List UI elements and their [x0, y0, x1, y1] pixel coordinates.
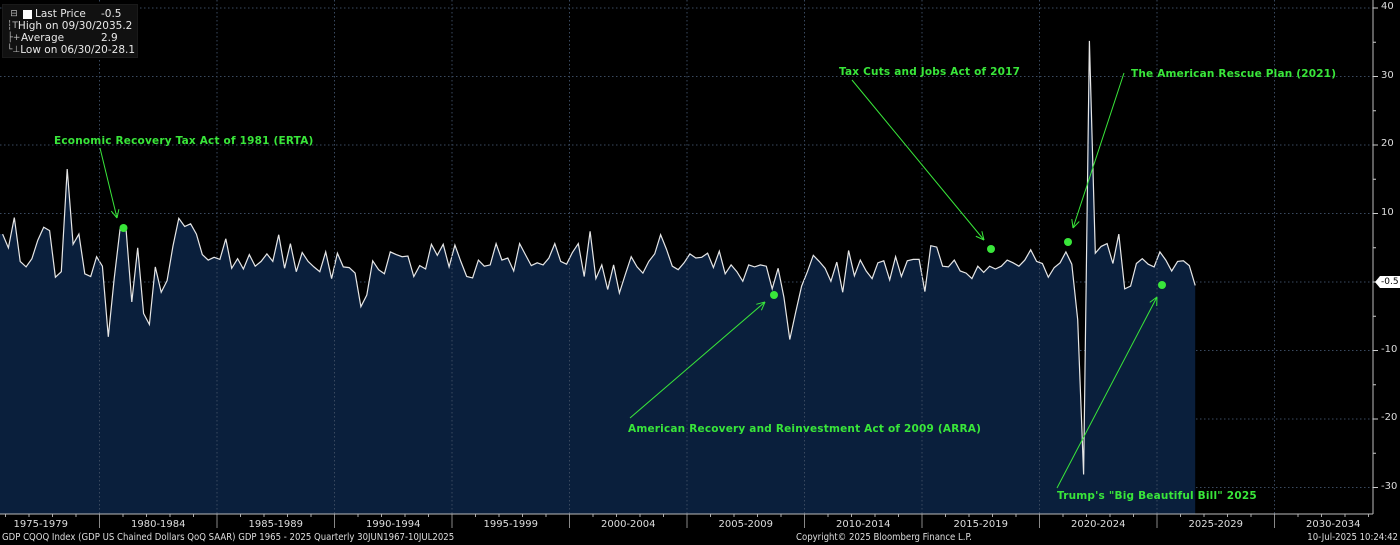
legend-label: High on 09/30/20 — [17, 19, 109, 32]
y-tick-label: 40 — [1381, 1, 1394, 12]
annotation-label: The American Rescue Plan (2021) — [1131, 68, 1337, 80]
x-tick-label: 1980-1984 — [130, 519, 186, 530]
legend-label: Average — [21, 31, 65, 44]
y-tick-label: -20 — [1381, 412, 1398, 423]
legend-item-high: ┆T High on 09/30/20 35.2 — [7, 20, 133, 32]
gdp-area-fill — [0, 40, 1196, 515]
last-price-badge: -0.5 — [1375, 276, 1400, 288]
x-tick-label: 1985-1989 — [248, 519, 304, 530]
annotation-label: Tax Cuts and Jobs Act of 2017 — [839, 66, 1021, 78]
footer-copyright: Copyright© 2025 Bloomberg Finance L.P. — [796, 532, 972, 543]
annotation-label: Economic Recovery Tax Act of 1981 (ERTA) — [54, 135, 314, 147]
annotation-label: American Recovery and Reinvestment Act o… — [628, 423, 982, 435]
legend-item-low: └⊥ Low on 06/30/20 -28.1 — [7, 43, 136, 56]
x-tick-label: 2030-2034 — [1305, 519, 1361, 530]
legend-item-average: ├+ Average 2.9 — [7, 32, 133, 44]
vertical-gridlines — [5, 0, 1369, 528]
legend-value: 2.9 — [101, 31, 118, 44]
legend-value: -28.1 — [107, 43, 136, 56]
x-tick-label: 1975-1979 — [13, 519, 69, 530]
x-tick-label: 2010-2014 — [835, 519, 891, 530]
legend: ⊟ Last Price -0.5 ┆T High on 09/30/20 35… — [2, 4, 138, 58]
x-tick-label: 2025-2029 — [1188, 519, 1244, 530]
y-tick-label: -30 — [1381, 480, 1398, 492]
y-tick-label: -10 — [1381, 343, 1398, 355]
legend-value: -0.5 — [101, 7, 122, 20]
footer: GDP CQOQ Index (GDP US Chained Dollars Q… — [0, 530, 1400, 545]
x-tick-label: 1995-1999 — [483, 519, 539, 530]
legend-label: Low on 06/30/20 — [20, 43, 108, 56]
y-tick-label: 10 — [1381, 206, 1394, 218]
average-marker-icon: ├+ — [7, 32, 21, 43]
x-tick-label: 2000-2004 — [600, 519, 656, 530]
gdp-line — [2, 40, 1196, 475]
legend-item-last-price[interactable]: ⊟ Last Price -0.5 — [7, 8, 133, 20]
y-tick-label: 30 — [1381, 69, 1394, 81]
footer-timestamp: 10-Jul-2025 10:24:42 — [1307, 532, 1398, 543]
x-tick-label: 2005-2009 — [718, 519, 774, 530]
annotation-label: Trump's "Big Beautiful Bill" 2025 — [1057, 490, 1257, 502]
x-tick-label: 2015-2019 — [953, 519, 1009, 530]
y-tick-label: 20 — [1381, 138, 1394, 149]
x-tick-label: 1990-1994 — [365, 519, 421, 530]
footer-description: GDP CQOQ Index (GDP US Chained Dollars Q… — [2, 532, 455, 543]
square-icon — [23, 9, 32, 19]
legend-label: Last Price — [35, 7, 86, 20]
high-marker-icon: ┆T — [7, 20, 18, 31]
x-tick-label: 2020-2024 — [1070, 519, 1126, 530]
collapse-icon[interactable]: ⊟ — [10, 8, 18, 19]
annotation-arrows — [99, 72, 1166, 489]
low-marker-icon: └⊥ — [7, 44, 21, 55]
legend-value: 35.2 — [108, 19, 133, 32]
